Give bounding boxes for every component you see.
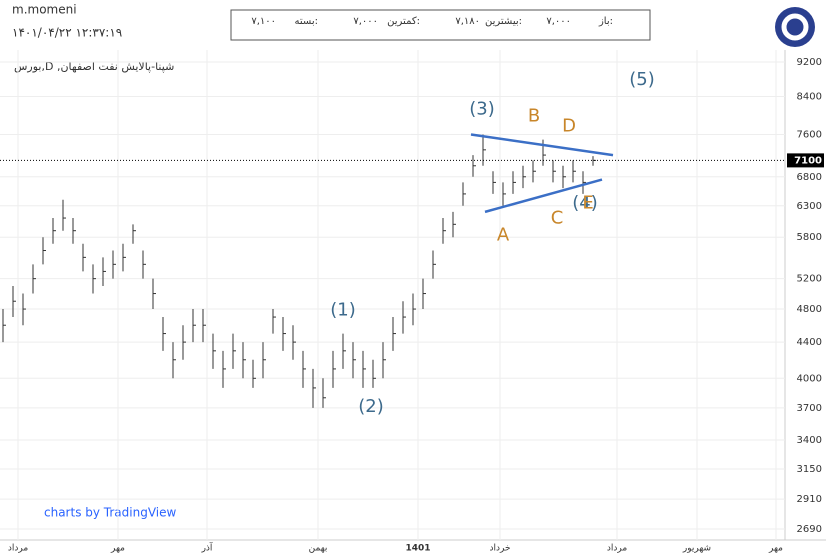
trend-line [470, 133, 614, 157]
datetime: ۱۴۰۱/۰۴/۲۲ ۱۲:۳۷:۱۹ [12, 26, 122, 40]
y-tick-label: 3700 [797, 403, 822, 414]
wave-label: B [528, 105, 540, 126]
wave-label: C [551, 208, 564, 229]
y-tick-label: 3400 [797, 435, 822, 446]
y-tick-label: 4000 [797, 373, 822, 384]
quote-box [230, 9, 651, 41]
last-price-box [787, 153, 824, 168]
x-tick-label: مهر [768, 544, 783, 554]
x-tick-label: خرداد [489, 544, 510, 554]
y-tick-label: 2910 [797, 494, 822, 505]
y-tick-label: 4400 [797, 337, 822, 348]
x-tick-label: بهمن [309, 544, 328, 554]
wave-label: (2) [358, 396, 384, 417]
logo [775, 7, 815, 47]
y-tick-label: 6300 [797, 201, 822, 212]
y-tick-label: 7600 [797, 130, 822, 141]
trend-line [484, 178, 603, 214]
y-tick-label: 6800 [797, 172, 822, 183]
wave-label: (1) [330, 299, 356, 320]
quote-value: ۷,۰۰۰ [353, 16, 378, 27]
x-tick-label: مهر [110, 544, 125, 554]
x-tick-label: شهریور [682, 544, 711, 554]
wave-label: E [582, 192, 593, 213]
y-tick-label: 3150 [797, 464, 822, 475]
y-tick-label: 5800 [797, 232, 822, 243]
last-price-label: 7100 [794, 155, 822, 166]
x-tick-label: مرداد [8, 544, 28, 554]
quote-label: باز: [598, 16, 613, 27]
footer: charts by TradingView [44, 506, 176, 520]
x-tick-label: آذر [201, 542, 213, 554]
y-tick-label: 8400 [797, 92, 822, 103]
quote-label: بیشترین: [485, 16, 522, 27]
wave-label: A [497, 225, 510, 246]
y-tick-label: 4800 [797, 304, 822, 315]
y-tick-label: 2690 [797, 524, 822, 535]
wave-label: (4) [572, 192, 598, 213]
quote-label: کمترین: [387, 16, 420, 27]
y-tick-label: 5200 [797, 274, 822, 285]
x-tick-label: 1401 [405, 544, 430, 554]
symbol: بورس,D ,شپنا-پالایش نفت اصفهان [14, 60, 174, 73]
wave-label: D [562, 115, 576, 136]
x-tick-label: مرداد [607, 544, 627, 554]
quote-value: ۷,۰۰۰ [546, 16, 571, 27]
user: m.momeni [12, 3, 77, 17]
quote-value: ۷,۱۸۰ [455, 16, 480, 27]
y-tick-label: 9200 [797, 57, 822, 68]
quote-label: بسته: [295, 16, 318, 27]
quote-value: ۷,۱۰۰ [251, 16, 276, 27]
wave-label: (3) [469, 98, 495, 119]
wave-label: (5) [629, 69, 655, 90]
